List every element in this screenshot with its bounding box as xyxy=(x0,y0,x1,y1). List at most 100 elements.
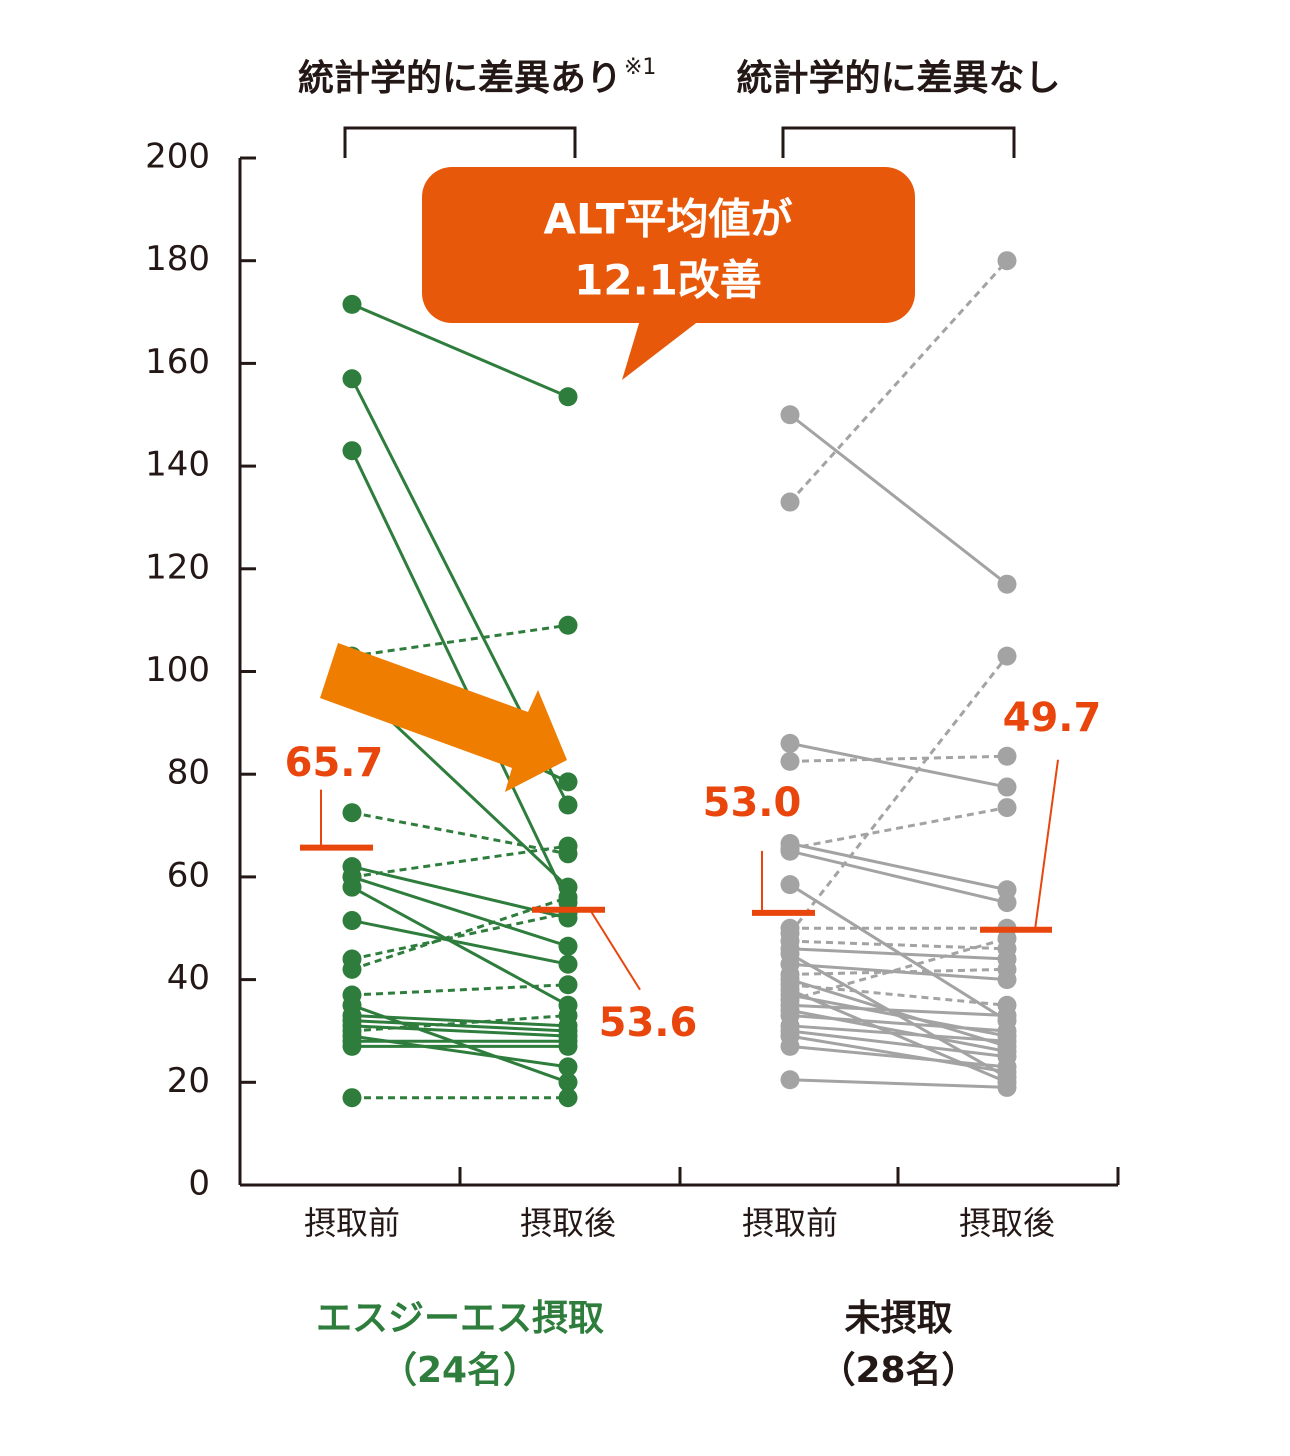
data-point xyxy=(558,387,578,407)
y-tick-label: 0 xyxy=(188,1164,210,1204)
data-point xyxy=(558,1057,578,1077)
mean-label: 53.0 xyxy=(703,780,802,826)
pair-line xyxy=(351,983,569,997)
data-point xyxy=(997,646,1017,666)
data-point xyxy=(558,887,578,907)
significance-label: 統計学的に差異なし xyxy=(736,57,1060,99)
data-point xyxy=(558,1006,578,1026)
mean-leader xyxy=(589,909,641,991)
data-point xyxy=(342,803,362,823)
significance-bracket xyxy=(781,126,1016,158)
pair-line xyxy=(789,1003,1008,1018)
pair-line xyxy=(351,919,569,966)
data-point xyxy=(558,1036,578,1056)
data-point xyxy=(997,1031,1017,1051)
pair-line xyxy=(351,302,569,399)
pair-line xyxy=(351,844,569,879)
pair-line xyxy=(789,983,1008,1007)
data-point xyxy=(997,251,1017,271)
data-point xyxy=(558,954,578,974)
y-tick-label: 180 xyxy=(145,239,210,279)
x-tick-label: 摂取後 xyxy=(959,1204,1055,1242)
pair-line xyxy=(788,655,1009,935)
x-tick-label: 摂取前 xyxy=(304,1204,400,1242)
pair-line xyxy=(789,849,1008,905)
callout-box xyxy=(422,167,915,323)
data-point xyxy=(558,1072,578,1092)
data-point xyxy=(997,929,1017,949)
data-point xyxy=(780,751,800,771)
trend-arrow xyxy=(320,643,567,792)
pair-line xyxy=(789,842,1008,892)
data-point xyxy=(997,1077,1017,1097)
data-point xyxy=(997,1006,1017,1026)
data-point xyxy=(558,795,578,815)
data-point xyxy=(558,836,578,856)
pair-line xyxy=(789,1014,1008,1033)
pair-line xyxy=(789,967,1008,976)
pair-line xyxy=(789,806,1008,851)
pair-line xyxy=(351,875,569,948)
pair-line xyxy=(789,947,1008,961)
pair-line xyxy=(351,1014,569,1033)
pair-line xyxy=(789,754,1008,763)
callout-text: 12.1改善 xyxy=(574,256,762,305)
data-point xyxy=(342,877,362,897)
y-tick-label: 20 xyxy=(167,1061,210,1101)
data-point xyxy=(997,746,1017,766)
significance-label: 統計学的に差異あり xyxy=(298,57,622,99)
data-point xyxy=(780,1036,800,1056)
data-point xyxy=(780,841,800,861)
group-label: エスジーエス摂取 xyxy=(316,1298,604,1339)
pair-line xyxy=(351,1024,569,1038)
data-point xyxy=(780,1070,800,1090)
significance-bracket xyxy=(343,126,577,158)
mean-label: 53.6 xyxy=(599,1000,698,1046)
data-point xyxy=(342,911,362,931)
group-count: （24名） xyxy=(381,1350,539,1391)
pair-line xyxy=(789,1078,1008,1089)
data-point xyxy=(780,405,800,425)
y-tick-label: 80 xyxy=(167,753,210,793)
mean-label: 49.7 xyxy=(1003,695,1102,741)
data-point xyxy=(342,1036,362,1056)
data-point xyxy=(558,936,578,956)
footnote-mark: ※1 xyxy=(624,55,656,80)
data-point xyxy=(342,959,362,979)
group-label: 未摂取 xyxy=(844,1298,952,1339)
mean-label: 65.7 xyxy=(285,740,384,786)
pair-line xyxy=(351,896,569,971)
pair-line xyxy=(351,811,569,856)
data-point xyxy=(997,893,1017,913)
data-point xyxy=(342,294,362,314)
x-tick-label: 摂取後 xyxy=(520,1204,616,1242)
pair-line xyxy=(789,413,1008,586)
pair-line xyxy=(789,937,1008,1002)
data-point xyxy=(558,975,578,995)
pair-line xyxy=(789,741,1008,789)
y-tick-label: 100 xyxy=(145,650,210,690)
pair-line xyxy=(789,1024,1008,1043)
pair-line xyxy=(351,1014,569,1028)
y-tick-label: 40 xyxy=(167,958,210,998)
pair-line xyxy=(789,939,1008,951)
data-point xyxy=(997,798,1017,818)
data-point xyxy=(997,1057,1017,1077)
x-tick-label: 摂取前 xyxy=(742,1204,838,1242)
y-tick-label: 140 xyxy=(145,445,210,485)
pair-line xyxy=(351,1019,569,1033)
y-tick-label: 200 xyxy=(145,137,210,177)
data-point xyxy=(342,1088,362,1108)
callout-pointer xyxy=(622,320,700,380)
pair-line xyxy=(788,259,1009,504)
y-tick-label: 60 xyxy=(167,855,210,895)
data-point xyxy=(997,574,1017,594)
data-point xyxy=(558,772,578,792)
data-point xyxy=(342,369,362,389)
data-point xyxy=(780,733,800,753)
pair-line xyxy=(789,1029,1008,1059)
pair-line xyxy=(351,911,569,961)
mean-leader xyxy=(1034,759,1059,930)
data-point xyxy=(997,777,1017,797)
